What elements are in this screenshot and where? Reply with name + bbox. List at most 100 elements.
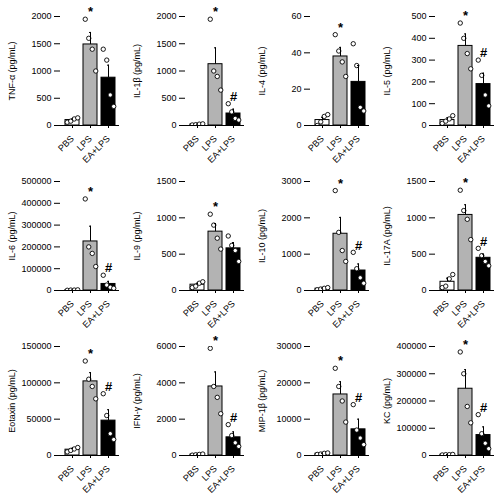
svg-text:MIP-1β (pg/mL): MIP-1β (pg/mL) [257, 370, 267, 433]
svg-text:400000: 400000 [396, 341, 426, 351]
svg-text:1000: 1000 [406, 213, 426, 223]
svg-text:*: * [213, 4, 219, 19]
svg-text:TNF-α (pg/mL): TNF-α (pg/mL) [7, 41, 17, 100]
svg-text:#: # [355, 390, 363, 405]
svg-text:500: 500 [411, 249, 426, 259]
svg-text:500: 500 [36, 93, 51, 103]
svg-text:1000: 1000 [281, 249, 301, 259]
svg-text:200000: 200000 [21, 242, 51, 252]
svg-text:IL-4 (pg/mL): IL-4 (pg/mL) [257, 46, 267, 95]
svg-text:0: 0 [46, 450, 51, 460]
svg-text:10000: 10000 [276, 414, 301, 424]
svg-text:*: * [88, 184, 94, 199]
svg-text:500: 500 [411, 11, 426, 21]
svg-text:EA+LPS: EA+LPS [81, 464, 112, 495]
svg-text:#: # [105, 379, 113, 394]
svg-text:1500: 1500 [406, 176, 426, 186]
svg-text:0: 0 [296, 450, 301, 460]
svg-text:100: 100 [411, 99, 426, 109]
svg-text:#: # [480, 45, 488, 60]
svg-text:EA+LPS: EA+LPS [456, 464, 487, 495]
svg-text:100000: 100000 [21, 378, 51, 388]
svg-text:300000: 300000 [21, 220, 51, 230]
svg-text:*: * [338, 176, 344, 191]
svg-text:EA+LPS: EA+LPS [456, 134, 487, 165]
svg-text:2000: 2000 [156, 11, 176, 21]
svg-text:PBS: PBS [56, 299, 76, 319]
svg-text:500000: 500000 [21, 176, 51, 186]
svg-text:#: # [480, 234, 488, 249]
svg-text:PBS: PBS [306, 299, 326, 319]
svg-text:*: * [88, 346, 94, 361]
svg-text:1000: 1000 [156, 213, 176, 223]
svg-text:*: * [463, 337, 469, 352]
svg-text:1500: 1500 [156, 39, 176, 49]
svg-text:EA+LPS: EA+LPS [331, 464, 362, 495]
svg-text:PBS: PBS [306, 134, 326, 154]
svg-text:0: 0 [46, 120, 51, 130]
svg-text:*: * [338, 20, 344, 35]
svg-text:1000: 1000 [31, 66, 51, 76]
svg-text:500: 500 [161, 93, 176, 103]
svg-text:3000: 3000 [281, 176, 301, 186]
svg-text:50000: 50000 [26, 414, 51, 424]
svg-text:EA+LPS: EA+LPS [81, 299, 112, 330]
svg-text:100000: 100000 [21, 264, 51, 274]
svg-text:PBS: PBS [431, 299, 451, 319]
svg-text:4000: 4000 [156, 378, 176, 388]
svg-text:300: 300 [411, 55, 426, 65]
svg-text:60: 60 [291, 11, 301, 21]
svg-text:20: 20 [291, 84, 301, 94]
svg-text:200000: 200000 [396, 396, 426, 406]
svg-text:#: # [230, 410, 238, 425]
svg-text:150000: 150000 [21, 341, 51, 351]
svg-text:0: 0 [296, 120, 301, 130]
svg-text:*: * [463, 8, 469, 23]
svg-text:#: # [230, 89, 238, 104]
svg-text:EA+LPS: EA+LPS [206, 134, 237, 165]
svg-text:PBS: PBS [56, 134, 76, 154]
svg-text:IL-9 (pg/mL): IL-9 (pg/mL) [132, 211, 142, 260]
svg-text:PBS: PBS [181, 134, 201, 154]
svg-text:EA+LPS: EA+LPS [456, 299, 487, 330]
svg-text:IFN-γ (pg/mL): IFN-γ (pg/mL) [132, 373, 142, 429]
svg-text:2000: 2000 [156, 414, 176, 424]
svg-text:0: 0 [296, 285, 301, 295]
svg-text:IL-5 (pg/mL): IL-5 (pg/mL) [382, 46, 392, 95]
svg-text:300000: 300000 [396, 369, 426, 379]
svg-text:0: 0 [171, 450, 176, 460]
svg-text:Eotaxin (pg/mL): Eotaxin (pg/mL) [7, 369, 17, 433]
svg-text:IL-6 (pg/mL): IL-6 (pg/mL) [7, 211, 17, 260]
svg-text:1500: 1500 [31, 39, 51, 49]
svg-text:*: * [88, 4, 94, 19]
svg-text:*: * [463, 175, 469, 190]
svg-text:PBS: PBS [431, 134, 451, 154]
svg-text:#: # [355, 238, 363, 253]
svg-text:*: * [213, 199, 219, 214]
svg-text:2000: 2000 [31, 11, 51, 21]
svg-text:#: # [105, 260, 113, 275]
svg-text:0: 0 [421, 120, 426, 130]
svg-text:EA+LPS: EA+LPS [331, 299, 362, 330]
svg-text:*: * [338, 353, 344, 368]
svg-text:KC (pg/mL): KC (pg/mL) [382, 378, 392, 424]
svg-text:6000: 6000 [156, 341, 176, 351]
svg-text:EA+LPS: EA+LPS [206, 299, 237, 330]
svg-text:IL-17A (pg/mL): IL-17A (pg/mL) [382, 206, 392, 266]
svg-text:EA+LPS: EA+LPS [331, 134, 362, 165]
svg-text:200: 200 [411, 77, 426, 87]
svg-text:PBS: PBS [431, 464, 451, 484]
svg-text:IL-10 (pg/mL): IL-10 (pg/mL) [257, 209, 267, 263]
svg-text:PBS: PBS [306, 464, 326, 484]
svg-text:0: 0 [171, 285, 176, 295]
svg-text:PBS: PBS [181, 464, 201, 484]
svg-text:0: 0 [46, 285, 51, 295]
svg-text:400: 400 [411, 33, 426, 43]
svg-text:0: 0 [171, 120, 176, 130]
svg-text:2000: 2000 [281, 213, 301, 223]
svg-text:#: # [480, 400, 488, 415]
svg-text:EA+LPS: EA+LPS [81, 134, 112, 165]
svg-text:0: 0 [421, 450, 426, 460]
svg-text:IL-1β (pg/mL): IL-1β (pg/mL) [132, 44, 142, 98]
svg-text:20000: 20000 [276, 378, 301, 388]
